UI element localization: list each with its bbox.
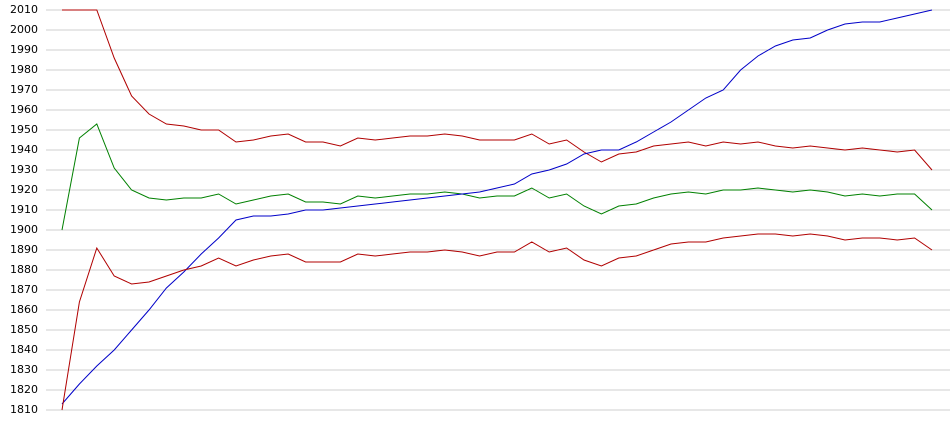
y-tick-label: 1980 (10, 63, 38, 76)
y-tick-label: 1990 (10, 43, 38, 56)
y-tick-label: 1810 (10, 403, 38, 416)
line-series (61, 233, 933, 411)
y-tick-label: 1840 (10, 343, 38, 356)
y-tick-label: 1930 (10, 163, 38, 176)
line-series (62, 9, 933, 171)
y-tick-label: 1970 (10, 83, 38, 96)
y-tick-label: 1950 (10, 123, 38, 136)
y-tick-label: 2010 (10, 3, 38, 16)
y-tick-label: 1880 (10, 263, 38, 276)
y-tick-label: 1820 (10, 383, 38, 396)
line-series (61, 123, 933, 231)
y-tick-label: 1850 (10, 323, 38, 336)
y-tick-label: 1940 (10, 143, 38, 156)
y-tick-label: 1890 (10, 243, 38, 256)
y-tick-label: 1830 (10, 363, 38, 376)
y-tick-label: 2000 (10, 23, 38, 36)
y-tick-label: 1870 (10, 283, 38, 296)
y-tick-label: 1920 (10, 183, 38, 196)
line-series (61, 9, 933, 405)
y-tick-label: 1910 (10, 203, 38, 216)
y-tick-label: 1860 (10, 303, 38, 316)
y-tick-label: 1900 (10, 223, 38, 236)
y-tick-label: 1960 (10, 103, 38, 116)
